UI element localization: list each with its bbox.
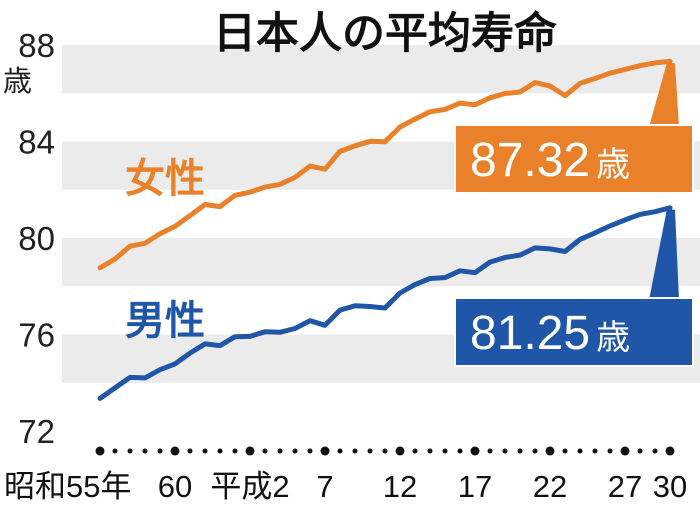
x-axis-dot xyxy=(112,448,118,454)
x-axis-dot xyxy=(382,448,388,454)
x-axis-dot xyxy=(502,448,508,454)
x-axis-dot xyxy=(337,448,343,454)
x-tick-label: 昭和55年 xyxy=(4,469,131,504)
callout-male-box xyxy=(454,297,694,367)
x-axis-dot xyxy=(562,448,568,454)
x-axis-dot xyxy=(320,446,330,456)
x-axis-dot xyxy=(352,448,358,454)
series-label-male: 男性 xyxy=(125,298,205,344)
x-axis-dot xyxy=(577,448,583,454)
series-label-female: 女性 xyxy=(125,156,205,202)
x-axis-dot xyxy=(95,446,105,456)
y-axis: 72 76 80 84 88 xyxy=(18,27,55,450)
x-tick-label: 22 xyxy=(533,469,567,504)
callout-female: 87.32 歳 xyxy=(454,62,694,194)
x-axis-dot xyxy=(277,448,283,454)
y-tick-label: 84 xyxy=(18,124,55,161)
callout-male-value: 81.25 歳 xyxy=(470,307,630,360)
x-tick-label: 平成2 xyxy=(210,469,289,504)
series-line-female xyxy=(97,58,673,271)
x-tick-label: 30 xyxy=(653,469,687,504)
x-axis-dot xyxy=(202,448,208,454)
x-axis-dot xyxy=(395,446,405,456)
x-axis-dot xyxy=(187,448,193,454)
x-axis-dot xyxy=(487,448,493,454)
x-axis-dot xyxy=(232,448,238,454)
y-tick-label: 80 xyxy=(18,220,55,257)
callout-female-value: 87.32 歳 xyxy=(470,134,630,187)
y-tick-label: 72 xyxy=(18,413,55,450)
series-lines xyxy=(97,58,673,401)
callout-male-pointer xyxy=(649,208,679,300)
x-axis-dot xyxy=(442,448,448,454)
x-axis-dot xyxy=(545,446,555,456)
x-axis-dot xyxy=(412,448,418,454)
x-axis-dot xyxy=(217,448,223,454)
x-axis: 昭和55年 60 平成2 7 12 17 22 27 30 xyxy=(4,446,687,504)
series-line-male xyxy=(97,205,673,401)
x-axis-dot xyxy=(652,448,658,454)
x-axis-dot xyxy=(245,446,255,456)
x-axis-dot xyxy=(142,448,148,454)
chart-title: 日本人の平均寿命 xyxy=(213,9,557,59)
x-tick-label: 27 xyxy=(608,469,642,504)
x-axis-dot xyxy=(665,446,675,456)
x-axis-dot xyxy=(292,448,298,454)
x-axis-dot xyxy=(620,446,630,456)
x-axis-dot xyxy=(262,448,268,454)
callout-male: 81.25 歳 xyxy=(454,208,694,367)
x-axis-dot xyxy=(532,448,538,454)
x-axis-dot xyxy=(307,448,313,454)
x-axis-dot xyxy=(157,448,163,454)
x-axis-dot xyxy=(470,446,480,456)
x-axis-dot xyxy=(170,446,180,456)
x-axis-dot xyxy=(637,448,643,454)
y-tick-label: 88 xyxy=(18,27,55,64)
grid-band xyxy=(62,238,700,287)
x-axis-dot xyxy=(427,448,433,454)
x-tick-label: 12 xyxy=(383,469,417,504)
y-axis-unit: 歳 xyxy=(3,64,32,98)
callout-female-box xyxy=(454,124,694,194)
x-tick-label: 17 xyxy=(458,469,492,504)
x-tick-label: 7 xyxy=(316,469,333,504)
x-axis-dot xyxy=(592,448,598,454)
grid-band xyxy=(62,45,700,94)
x-axis-dot xyxy=(517,448,523,454)
callout-female-pointer xyxy=(649,62,679,127)
x-axis-dot xyxy=(457,448,463,454)
x-axis-dot xyxy=(367,448,373,454)
x-tick-label: 60 xyxy=(158,469,192,504)
y-tick-label: 76 xyxy=(18,317,55,354)
x-axis-dot xyxy=(607,448,613,454)
x-axis-dot xyxy=(127,448,133,454)
